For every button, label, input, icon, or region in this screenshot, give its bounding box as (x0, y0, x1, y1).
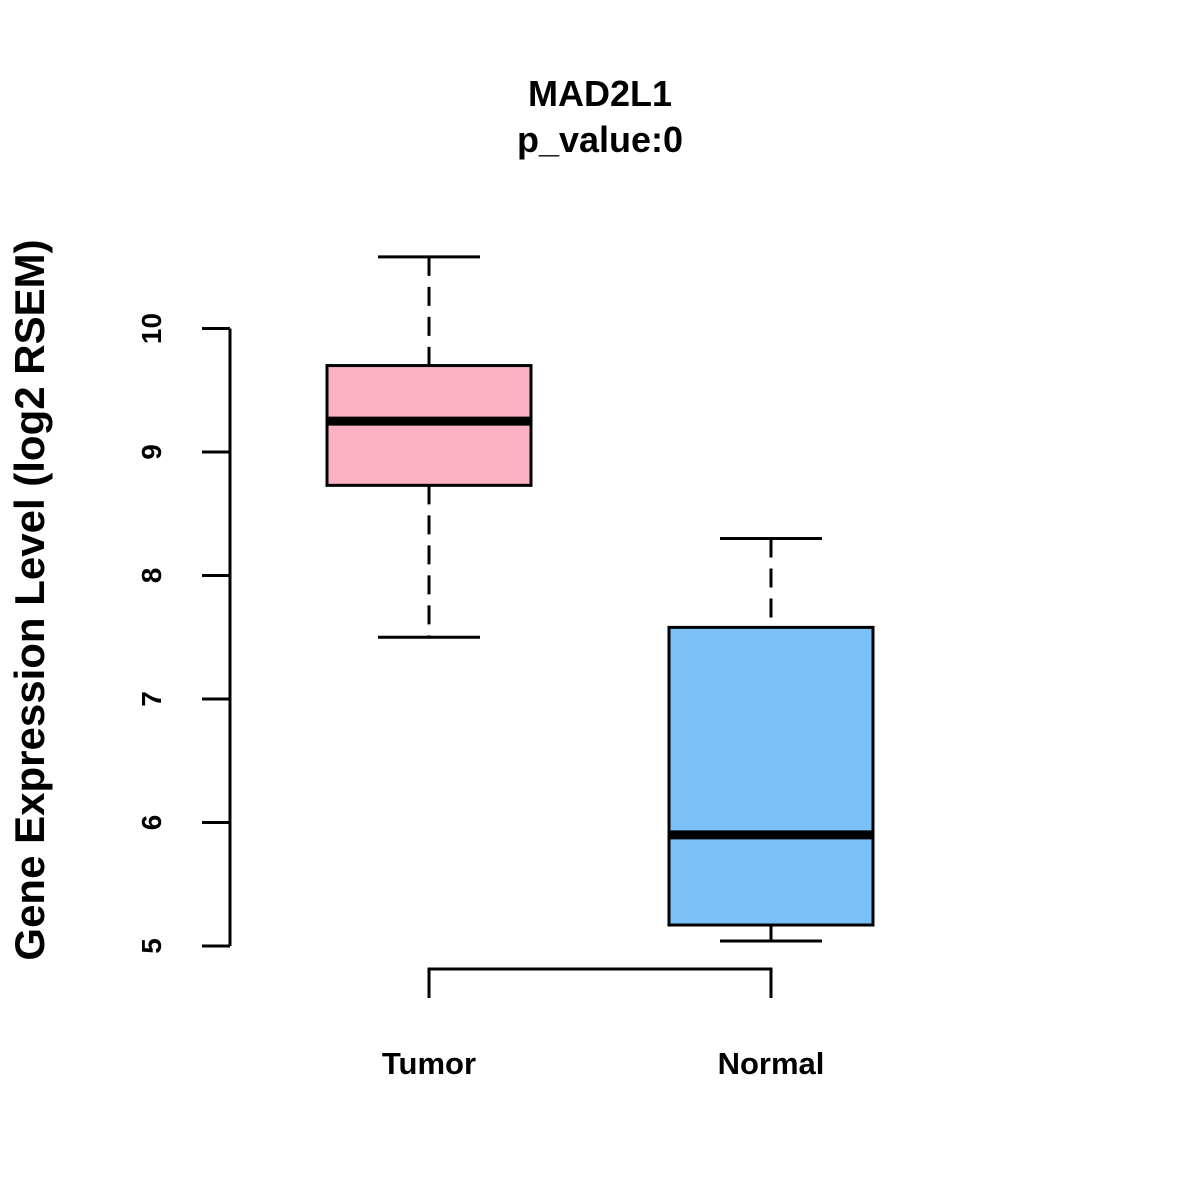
y-tick-label: 6 (136, 815, 167, 831)
box-tumor: Tumor (325, 255, 533, 1081)
y-tick-label: 10 (136, 313, 167, 344)
chart-title: MAD2L1 (528, 73, 672, 114)
y-tick-label: 7 (136, 691, 167, 707)
box-group: Tumor Normal (325, 255, 875, 1081)
bracket-line (427, 967, 773, 998)
y-tick-label: 5 (136, 938, 167, 954)
y-axis: 5 6 7 8 9 10 (136, 313, 232, 954)
chart-subtitle: p_value:0 (517, 119, 683, 160)
y-tick-label: 8 (136, 568, 167, 584)
y-axis-label: Gene Expression Level (log2 RSEM) (6, 239, 53, 960)
y-tick-label: 9 (136, 444, 167, 460)
box-normal: Normal (667, 536, 875, 1081)
x-category-label: Normal (718, 1046, 825, 1081)
comparison-bracket (427, 967, 773, 998)
iqr-box (667, 625, 875, 927)
x-category-label: Tumor (382, 1046, 476, 1081)
